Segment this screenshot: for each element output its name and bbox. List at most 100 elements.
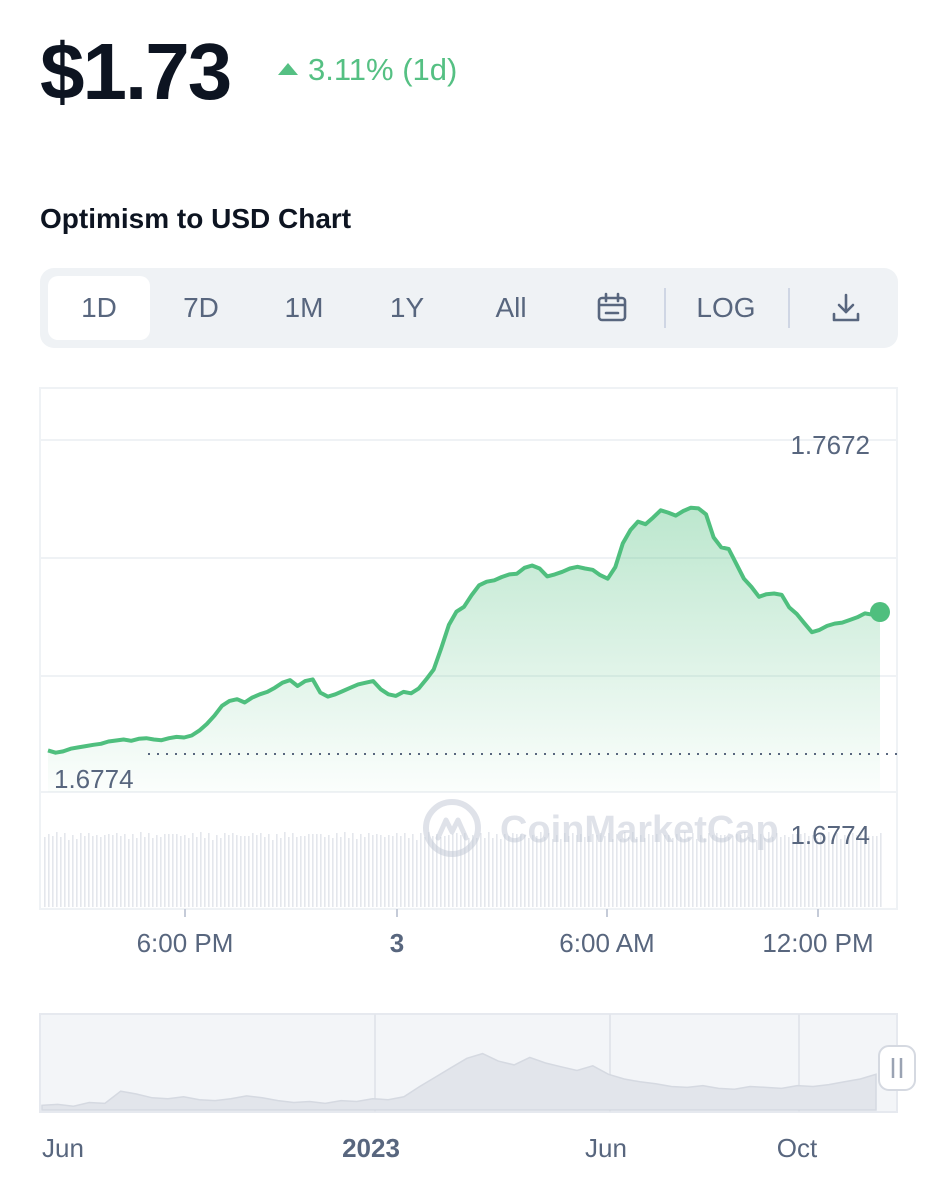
volume-bar [616, 834, 618, 907]
volume-bar [172, 834, 174, 907]
volume-bar [840, 839, 842, 907]
volume-bar [312, 834, 314, 907]
volume-bar [732, 836, 734, 907]
volume-bar [440, 837, 442, 907]
price-change: 3.11% (1d) [278, 52, 457, 88]
volume-bar [136, 838, 138, 907]
volume-bar [500, 839, 502, 907]
volume-bar [460, 835, 462, 907]
volume-bar [324, 837, 326, 907]
volume-bar [848, 837, 850, 907]
volume-bar [560, 839, 562, 907]
volume-bar [212, 840, 214, 907]
volume-bar [832, 838, 834, 907]
volume-bar [536, 836, 538, 907]
volume-bar [564, 833, 566, 907]
volume-bar [512, 833, 514, 907]
volume-bar [556, 835, 558, 907]
volume-bar [380, 835, 382, 907]
price-chart[interactable]: CoinMarketCap 1.7672 1.6774 1.6774 6:00 … [0, 380, 938, 980]
volume-bar [200, 832, 202, 907]
volume-bar [568, 836, 570, 907]
range-7d-button[interactable]: 7D [183, 292, 219, 323]
toolbar-divider [788, 288, 790, 328]
volume-bar [292, 833, 294, 907]
volume-bar [624, 832, 626, 907]
volume-bar [340, 837, 342, 907]
volume-bar [600, 833, 602, 907]
range-navigator[interactable]: Jun 2023 Jun Oct [0, 1010, 938, 1200]
volume-bar [604, 836, 606, 907]
volume-bar [104, 835, 106, 907]
volume-bar [232, 833, 234, 907]
volume-bar [116, 833, 118, 907]
volume-bar [720, 835, 722, 907]
volume-bar [652, 835, 654, 907]
volume-bar [404, 833, 406, 907]
range-1y-button[interactable]: 1Y [389, 292, 425, 323]
volume-bar [508, 836, 510, 907]
volume-bar [308, 834, 310, 907]
volume-bar [572, 833, 574, 907]
calendar-button[interactable] [570, 276, 654, 340]
navigator-label: 2023 [342, 1133, 400, 1163]
volume-bar [532, 835, 534, 907]
volume-bar [716, 833, 718, 907]
volume-bar [596, 835, 598, 907]
volume-bar [304, 836, 306, 907]
volume-bar [648, 834, 650, 907]
x-tick-label: 3 [390, 928, 404, 958]
volume-bar [860, 833, 862, 907]
volume-bar [188, 838, 190, 907]
volume-bar [472, 835, 474, 907]
volume-bar [728, 837, 730, 907]
volume-bar [544, 837, 546, 907]
price-area [48, 507, 880, 792]
download-button[interactable] [804, 276, 888, 340]
navigator-handle[interactable] [878, 1045, 916, 1091]
x-tick-label: 12:00 PM [762, 928, 873, 958]
volume-bar [68, 840, 70, 907]
price-value: $1.73 [40, 27, 232, 116]
range-1d-button[interactable]: 1D [48, 276, 150, 340]
volume-bar [64, 833, 66, 907]
volume-bar [788, 837, 790, 907]
current-price-dot[interactable] [870, 602, 890, 623]
volume-bar [724, 835, 726, 907]
volume-bar [108, 834, 110, 907]
volume-bar [816, 838, 818, 907]
range-all-button[interactable]: All [495, 292, 527, 323]
volume-bar [796, 834, 798, 907]
volume-bar [60, 837, 62, 907]
volume-bar [592, 834, 594, 907]
volume-bar [432, 836, 434, 907]
volume-bar [240, 836, 242, 907]
volume-bar [288, 837, 290, 907]
chart-toolbar: 1D 7D 1M 1Y All LOG [40, 268, 898, 348]
range-1m-button[interactable]: 1M [284, 292, 324, 323]
download-icon [832, 293, 860, 322]
volume-bar [112, 835, 114, 907]
volume-bar [740, 835, 742, 907]
volume-bar [364, 837, 366, 907]
volume-bar [48, 834, 50, 907]
volume-bar [356, 839, 358, 907]
volume-bar [644, 838, 646, 907]
volume-bar [684, 832, 686, 907]
volume-bar [876, 836, 878, 907]
volume-bar [208, 833, 210, 907]
volume-bar [316, 834, 318, 907]
volume-bar [680, 837, 682, 907]
log-scale-button[interactable]: LOG [696, 292, 756, 323]
volume-bar [168, 834, 170, 907]
volume-bar [280, 838, 282, 907]
volume-bar [436, 834, 438, 907]
volume-bar [808, 836, 810, 907]
volume-bar [144, 837, 146, 907]
volume-bar [264, 837, 266, 907]
volume-bar [444, 836, 446, 907]
coinmarketcap-logo-icon [435, 817, 469, 841]
volume-bar [124, 834, 126, 907]
volume-bar [72, 835, 74, 907]
volume-bar [268, 834, 270, 907]
